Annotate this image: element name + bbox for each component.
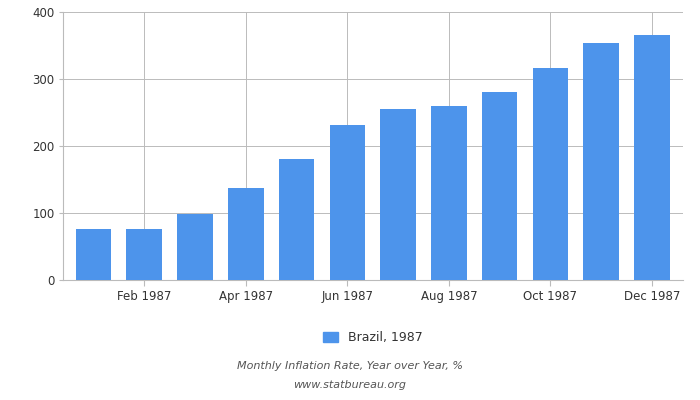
Bar [533,68,568,280]
Bar [177,214,213,280]
Legend: Brazil, 1987: Brazil, 1987 [318,326,428,350]
Bar [228,188,264,280]
Bar [431,106,467,280]
Bar [584,43,619,280]
Bar [127,229,162,280]
Text: Monthly Inflation Rate, Year over Year, %: Monthly Inflation Rate, Year over Year, … [237,361,463,371]
Bar [482,92,517,280]
Bar [634,36,670,280]
Bar [279,159,314,280]
Bar [380,109,416,280]
Bar [76,229,111,280]
Text: www.statbureau.org: www.statbureau.org [293,380,407,390]
Bar [330,124,365,280]
